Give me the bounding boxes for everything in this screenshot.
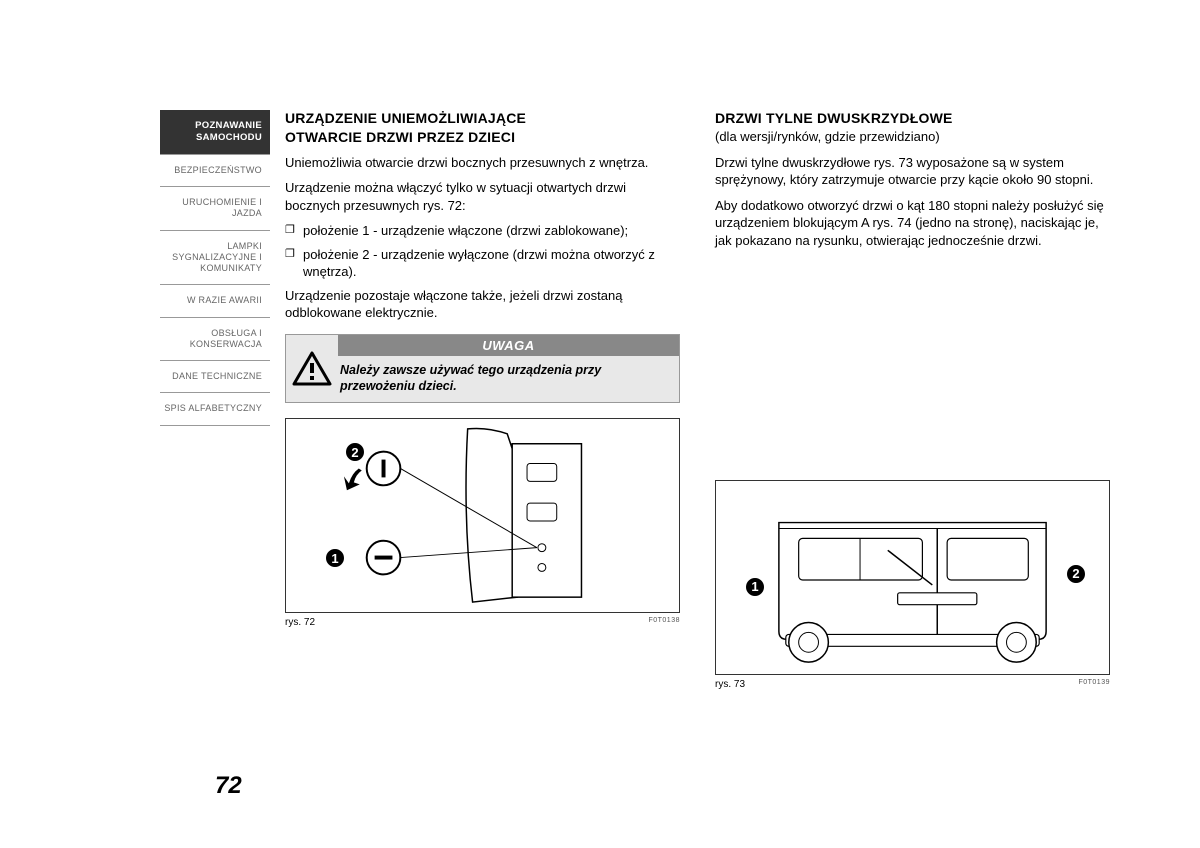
bullet-2: położenie 2 - urządzenie wyłączone (drzw… [285,246,680,281]
warning-header: UWAGA [338,335,679,356]
sidebar-nav: POZNAWANIE SAMOCHODU BEZPIECZEŃSTWO URUC… [160,110,270,426]
warning-icon [286,335,338,403]
para-right-2: Aby dodatkowo otworzyć drzwi o kąt 180 s… [715,197,1110,250]
figure-72-caption-row: rys. 72 F0T0138 [285,617,680,628]
sidebar-item-spis[interactable]: SPIS ALFABETYCZNY [160,393,270,425]
sidebar-item-poznawanie[interactable]: POZNAWANIE SAMOCHODU [160,110,270,155]
figure-73: 1 2 [715,480,1110,675]
figure-72: 2 1 [285,418,680,613]
warning-text: Należy zawsze używać tego urządzenia prz… [338,356,679,403]
sidebar-item-uruchomienie[interactable]: URUCHOMIENIE I JAZDA [160,187,270,231]
section-title-left-2: OTWARCIE DRZWI PRZEZ DZIECI [285,129,680,146]
page-number: 72 [215,772,242,800]
callout-r2: 2 [1065,563,1087,585]
warning-box: UWAGA Należy zawsze używać tego urządzen… [285,334,680,404]
para-left-1: Uniemożliwia otwarcie drzwi bocznych prz… [285,154,680,172]
sidebar-item-lampki[interactable]: LAMPKI SYGNALIZACYJNE I KOMUNIKATY [160,231,270,286]
para-left-3: Urządzenie pozostaje włączone także, jeż… [285,287,680,322]
left-column: URZĄDZENIE UNIEMOŻLIWIAJĄCE OTWARCIE DRZ… [285,110,680,690]
right-column: DRZWI TYLNE DWUSKRZYDŁOWE (dla wersji/ry… [715,110,1110,690]
section-title-right: DRZWI TYLNE DWUSKRZYDŁOWE [715,110,1110,127]
figure-72-caption: rys. 72 [285,617,315,628]
callout-r1: 1 [744,576,766,598]
figure-73-ref: F0T0139 [1078,679,1110,690]
para-right-1: Drzwi tylne dwuskrzydłowe rys. 73 wyposa… [715,154,1110,189]
para-left-2: Urządzenie można włączyć tylko w sytuacj… [285,179,680,214]
sidebar-item-obsluga[interactable]: OBSŁUGA I KONSERWACJA [160,318,270,362]
sidebar-item-dane[interactable]: DANE TECHNICZNE [160,361,270,393]
bullet-1: położenie 1 - urządzenie włączone (drzwi… [285,222,680,240]
figure-73-illustration [716,481,1109,674]
figure-72-ref: F0T0138 [648,617,680,628]
sidebar-item-awaria[interactable]: W RAZIE AWARII [160,285,270,317]
section-title-left-1: URZĄDZENIE UNIEMOŻLIWIAJĄCE [285,110,680,127]
figure-73-caption: rys. 73 [715,679,745,690]
sidebar-item-bezpieczenstwo[interactable]: BEZPIECZEŃSTWO [160,155,270,187]
figure-73-caption-row: rys. 73 F0T0139 [715,679,1110,690]
subtitle-right: (dla wersji/rynków, gdzie przewidziano) [715,129,1110,144]
